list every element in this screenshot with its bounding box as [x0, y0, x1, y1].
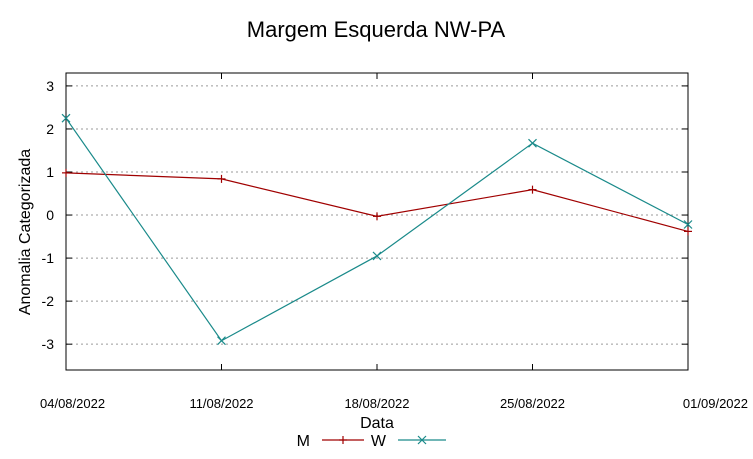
y-tick-label-3: 0	[46, 207, 54, 223]
x-axis-ticks: 04/08/2022 11/08/2022 18/08/2022 25/08/2022…	[40, 73, 748, 411]
data-point-M-2	[373, 212, 381, 221]
y-tick-label-4: -1	[42, 250, 55, 266]
data-point-W-2	[372, 251, 382, 261]
data-point-M-1	[217, 174, 226, 183]
y-tick-label-2: 1	[46, 164, 54, 180]
data-point-W-4	[683, 220, 693, 229]
y-tick-label-0: 3	[46, 78, 54, 94]
legend-label-M: M	[297, 433, 310, 450]
x-axis-label: Data	[360, 415, 394, 432]
y-tick-label-5: -2	[42, 293, 55, 309]
plot-frame	[65, 72, 689, 371]
y-tick-label-1: 2	[46, 121, 54, 137]
series-line-W	[65, 117, 689, 342]
y-tick-label-6: -3	[42, 336, 55, 352]
data-point-M-3	[528, 185, 537, 194]
x-tick-label-1: 11/08/2022	[189, 396, 253, 411]
x-tick-label-3: 25/08/2022	[500, 396, 565, 411]
legend-label-W: W	[371, 433, 387, 450]
data-point-W-3	[528, 138, 537, 148]
series-line-M	[65, 172, 689, 232]
chart-title: Margem Esquerda NW-PA	[247, 17, 506, 42]
legend-marker-M	[339, 436, 347, 444]
legend-marker-W	[417, 435, 427, 445]
data-point-M-0	[62, 168, 70, 177]
series-M	[62, 168, 692, 236]
data-point-W-0	[61, 113, 71, 123]
series-W	[61, 113, 693, 346]
x-tick-label-2: 18/08/2022	[344, 396, 409, 411]
series-layer	[61, 113, 693, 346]
data-point-W-1	[217, 336, 226, 346]
y-axis-label: Anomalia Categorizada	[17, 149, 34, 315]
y-axis-ticks: 3 2 1 0 -1 -2 -3	[42, 78, 688, 352]
data-point-M-4	[684, 227, 692, 236]
x-tick-label-0: 04/08/2022	[40, 396, 105, 411]
x-tick-label-4: 01/09/2022	[683, 396, 748, 411]
